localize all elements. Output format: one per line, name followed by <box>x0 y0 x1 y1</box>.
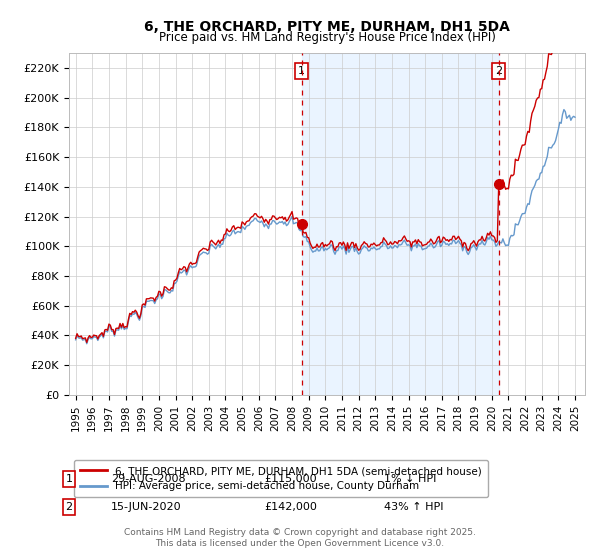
Text: £115,000: £115,000 <box>264 474 317 484</box>
Text: 2: 2 <box>495 66 502 76</box>
Text: £142,000: £142,000 <box>264 502 317 512</box>
Text: 15-JUN-2020: 15-JUN-2020 <box>111 502 182 512</box>
Text: 1: 1 <box>65 474 73 484</box>
Text: 1% ↓ HPI: 1% ↓ HPI <box>384 474 436 484</box>
Text: Price paid vs. HM Land Registry's House Price Index (HPI): Price paid vs. HM Land Registry's House … <box>158 31 496 44</box>
Text: Contains HM Land Registry data © Crown copyright and database right 2025.
This d: Contains HM Land Registry data © Crown c… <box>124 528 476 548</box>
Text: 43% ↑ HPI: 43% ↑ HPI <box>384 502 443 512</box>
Text: 1: 1 <box>298 66 305 76</box>
Text: 29-AUG-2008: 29-AUG-2008 <box>111 474 185 484</box>
Text: 6, THE ORCHARD, PITY ME, DURHAM, DH1 5DA: 6, THE ORCHARD, PITY ME, DURHAM, DH1 5DA <box>144 20 510 34</box>
Bar <box>302 53 499 395</box>
Text: 2: 2 <box>65 502 73 512</box>
Legend: 6, THE ORCHARD, PITY ME, DURHAM, DH1 5DA (semi-detached house), HPI: Average pri: 6, THE ORCHARD, PITY ME, DURHAM, DH1 5DA… <box>74 460 488 497</box>
